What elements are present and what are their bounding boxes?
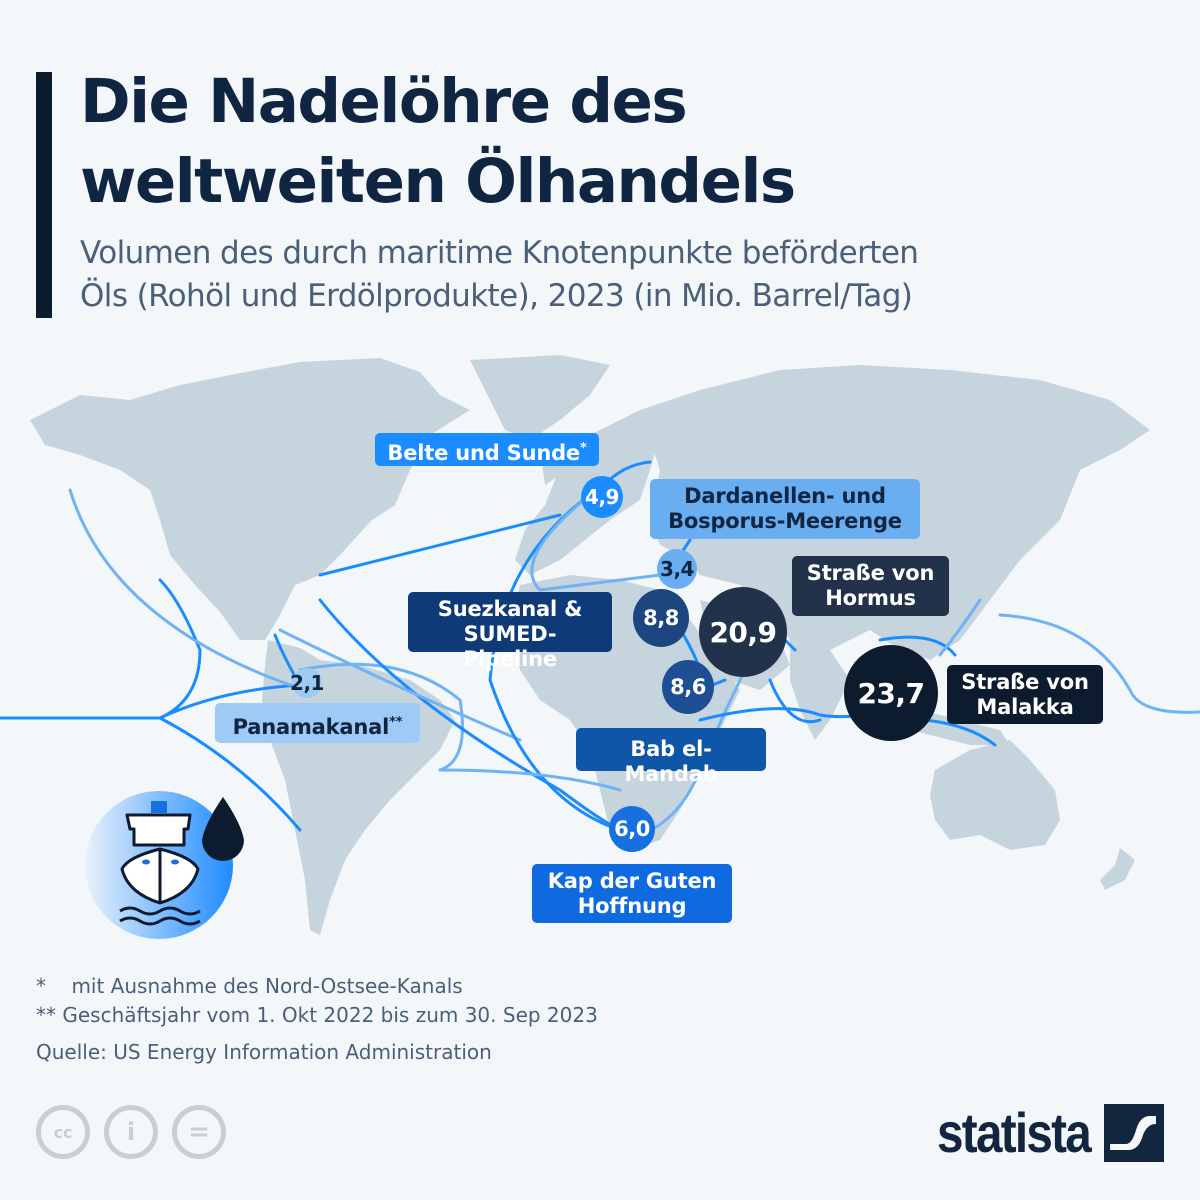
value-bubble-panama: 2,1 [290,668,324,698]
no-derivatives-icon[interactable]: = [172,1105,226,1159]
value-bubble-suez: 8,8 [633,589,689,647]
value-text: 23,7 [857,676,925,710]
title-accent-bar [36,72,52,318]
footnotes: * mit Ausnahme des Nord-Ostsee-Kanals **… [36,972,598,1030]
footnote-1: * mit Ausnahme des Nord-Ostsee-Kanals [36,974,463,998]
oil-drop-icon [202,797,244,861]
statista-logo[interactable]: statista [910,1100,1164,1165]
value-bubble-hormus: 20,9 [699,587,787,677]
value-text: 2,1 [290,671,324,695]
label-belte-sunde: Belte und Sunde* [375,433,599,466]
cc-icon[interactable]: cc [36,1105,90,1159]
value-text: 3,4 [660,557,694,581]
label-kap-der-guten-hoffnung: Kap der Guten Hoffnung [532,864,732,923]
subtitle-line-1: Volumen des durch maritime Knotenpunkte … [80,235,919,271]
porthole-icon [142,859,150,865]
value-text: 8,8 [643,606,679,630]
value-bubble-belte-sunde: 4,9 [581,476,623,518]
label-hormus: Straße von Hormus [792,556,949,616]
value-text: 6,0 [614,817,650,841]
value-text: 20,9 [709,615,777,649]
value-bubble-bab-el-mandab: 8,6 [662,660,714,714]
attribution-icon[interactable]: i [104,1105,158,1159]
value-bubble-kap: 6,0 [609,806,655,852]
page-title: Die Nadelöhre des weltweiten Ölhandels [80,62,1080,222]
ship-oil-illustration [85,791,244,939]
subtitle-line-2: Öls (Rohöl und Erdölprodukte), 2023 (in … [80,278,913,314]
world-map [0,355,1200,935]
porthole-icon [171,859,179,865]
label-bab-el-mandab: Bab el-Mandab [576,728,766,786]
value-text: 8,6 [670,675,706,699]
ship-icon [119,801,201,926]
statista-logo-icon [1104,1103,1164,1162]
logo-wordmark: statista [936,1101,1092,1164]
title-line-1: Die Nadelöhre des [80,66,688,137]
title-line-2: weltweiten Ölhandels [80,146,796,217]
source-note: Quelle: US Energy Information Administra… [36,1040,492,1064]
value-bubble-malakka: 23,7 [844,645,938,741]
value-bubble-dardanellen: 3,4 [657,549,697,589]
label-dardanellen-bosporus: Dardanellen- und Bosporus-Meerenge [650,479,920,539]
footnote-2: ** Geschäftsjahr vom 1. Okt 2022 bis zum… [36,1003,598,1027]
page-subtitle: Volumen des durch maritime Knotenpunkte … [80,232,1180,318]
value-text: 4,9 [585,485,619,509]
label-suez-sumed: Suezkanal & SUMED-Pipeline [408,592,612,671]
license-icons: cc i = [36,1105,226,1159]
label-panamakanal: Panamakanal** [215,703,420,743]
label-malakka: Straße von Malakka [947,665,1103,724]
